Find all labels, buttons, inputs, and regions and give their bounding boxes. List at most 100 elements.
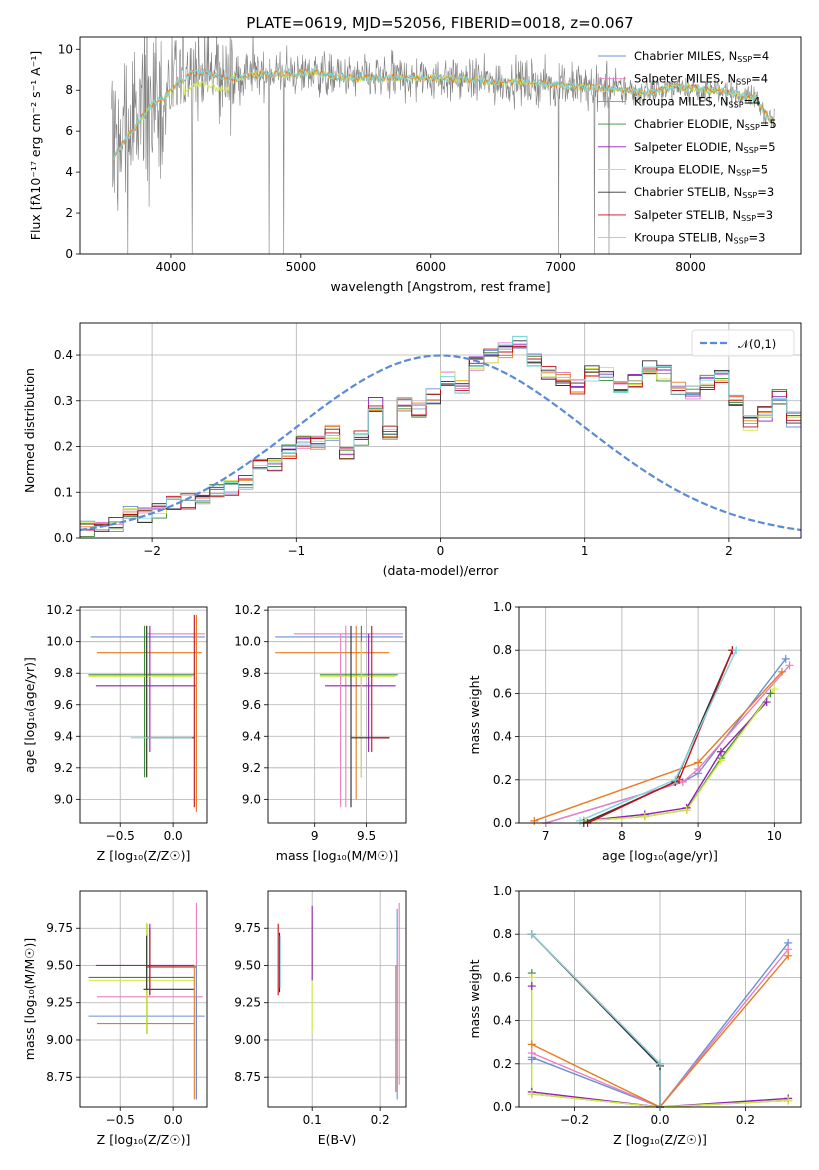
y-tick-label: 10.2 — [234, 603, 261, 617]
chart-panel-5: 7 8 9 10 0.0 0.2 0.4 0.6 0.8 1.0 age [log₁₀(age/yr… — [467, 600, 802, 863]
y-axis-label: mass weight — [467, 675, 482, 754]
y-tick-label: 4 — [65, 165, 73, 179]
y-tick-label: 0.2 — [493, 1057, 512, 1071]
x-tick-label: 7 — [542, 829, 550, 843]
data-point-marker — [656, 1059, 664, 1068]
x-tick-label: −0.2 — [560, 1113, 589, 1127]
data-point-marker — [575, 816, 584, 825]
data-point-marker — [770, 685, 779, 694]
normal-reference-curve — [80, 354, 801, 532]
mass-weight-series — [531, 955, 789, 1107]
x-tick-label: 7000 — [545, 260, 576, 274]
mass-weight-series — [531, 948, 789, 1107]
legend-label: Kroupa MILES, NSSP=4 — [634, 94, 760, 109]
y-tick-label: 9.00 — [46, 1033, 73, 1047]
x-tick-label: 0.0 — [164, 829, 183, 843]
x-tick-label: 0.1 — [303, 1113, 322, 1127]
y-tick-label: 0.4 — [493, 730, 512, 744]
legend-label: Salpeter STELIB, NSSP=3 — [634, 208, 773, 223]
spectrum-model-line — [113, 67, 775, 162]
data-point-marker — [527, 973, 536, 982]
x-tick-label: −1 — [287, 544, 305, 558]
y-tick-label: 0.4 — [54, 348, 73, 362]
x-tick-label: 9.5 — [357, 829, 376, 843]
mass-weight-series — [583, 692, 772, 822]
y-tick-label: 2 — [65, 206, 73, 220]
legend: Chabrier MILES, NSSP=4 Salpeter MILES, NS… — [598, 49, 777, 246]
y-tick-label: 9.75 — [46, 921, 73, 935]
y-tick-label: 9.4 — [54, 729, 73, 743]
axes-frame — [79, 322, 802, 539]
data-point-marker — [781, 654, 790, 663]
x-tick-label: 10 — [767, 829, 782, 843]
x-axis-label: Z [log₁₀(Z/Z☉)] — [97, 1132, 191, 1147]
x-tick-label: 2 — [725, 544, 733, 558]
data-point-marker — [732, 646, 741, 655]
y-axis-label: Normed distribution — [22, 368, 37, 493]
legend: 𝒩(0,1) — [691, 329, 795, 357]
y-tick-label: 9.0 — [54, 792, 73, 806]
data-point-marker — [682, 806, 691, 815]
data-point-marker — [784, 1096, 793, 1105]
plot-area — [275, 625, 403, 808]
chart-panel-6: −0.5 0.0 8.75 9.00 9.25 9.50 9.75 Z [log₁₀(Z/Z☉… — [22, 890, 208, 1147]
x-tick-label: 0.2 — [371, 1113, 390, 1127]
y-tick-label: 9.25 — [46, 996, 73, 1010]
x-axis-label: (data-model)/error — [383, 563, 500, 578]
y-axis-label: age [log₁₀(age/yr)] — [22, 657, 37, 773]
residual-histogram-series — [80, 340, 801, 538]
y-tick-label: 9.0 — [242, 792, 261, 806]
data-point-marker — [640, 812, 649, 821]
y-tick-label: 0.2 — [493, 773, 512, 787]
axes-frame — [518, 890, 802, 1108]
data-point-marker — [527, 982, 536, 991]
y-tick-label: 9.25 — [234, 996, 261, 1010]
y-tick-label: 0.6 — [493, 686, 512, 700]
x-tick-label: 9 — [694, 829, 702, 843]
chart-panel-8: −0.2 0.0 0.2 0.0 0.2 0.4 0.6 0.8 1.0 Z [log₁₀(Z/Z… — [467, 884, 802, 1147]
plot-area — [88, 902, 205, 1100]
y-tick-label: 0.6 — [493, 970, 512, 984]
legend-label: Kroupa ELODIE, NSSP=5 — [634, 163, 768, 178]
legend-label: Chabrier MILES, NSSP=4 — [634, 49, 769, 64]
x-axis-label: E(B-V) — [318, 1132, 357, 1147]
axes-frame — [79, 890, 208, 1108]
data-point-marker — [716, 747, 725, 756]
x-tick-label: 0.2 — [736, 1113, 755, 1127]
x-tick-label: 5000 — [286, 260, 317, 274]
data-point-marker — [527, 1040, 536, 1049]
y-axis-label: mass [log₁₀(M/M☉)] — [22, 938, 37, 1060]
y-tick-label: 10.0 — [46, 635, 73, 649]
data-point-marker — [527, 1090, 536, 1099]
y-tick-label: 0.0 — [54, 531, 73, 545]
chart-panel-7: 0.1 0.2 8.75 9.00 9.25 9.50 9.75 E(B-V) — [234, 890, 407, 1147]
y-tick-label: 9.6 — [242, 698, 261, 712]
y-tick-label: 8 — [65, 83, 73, 97]
legend-label: 𝒩(0,1) — [738, 337, 776, 351]
y-tick-label: 10 — [58, 42, 73, 56]
data-point-marker — [766, 689, 775, 698]
x-axis-label: Z [log₁₀(Z/Z☉)] — [613, 1132, 707, 1147]
y-tick-label: 9.00 — [234, 1033, 261, 1047]
y-tick-label: 8.75 — [234, 1070, 261, 1084]
y-tick-label: 0.0 — [493, 816, 512, 830]
y-tick-label: 9.8 — [54, 666, 73, 680]
x-tick-label: 4000 — [156, 260, 187, 274]
plot-area — [80, 335, 801, 538]
x-tick-label: 0 — [437, 544, 445, 558]
x-tick-label: 6000 — [415, 260, 446, 274]
axes-frame — [518, 606, 802, 824]
y-tick-label: 0.4 — [493, 1014, 512, 1028]
data-point-marker — [671, 775, 680, 784]
y-tick-label: 0.8 — [493, 643, 512, 657]
x-tick-label: 0.0 — [650, 1113, 669, 1127]
residual-histogram-series — [80, 336, 801, 538]
x-tick-label: 8 — [618, 829, 626, 843]
x-tick-label: 8000 — [675, 260, 706, 274]
data-point-marker — [784, 951, 793, 960]
legend-label: Kroupa STELIB, NSSP=3 — [634, 231, 765, 246]
axes-frame — [79, 606, 208, 824]
y-tick-label: 0.3 — [54, 394, 73, 408]
y-tick-label: 1.0 — [493, 884, 512, 898]
